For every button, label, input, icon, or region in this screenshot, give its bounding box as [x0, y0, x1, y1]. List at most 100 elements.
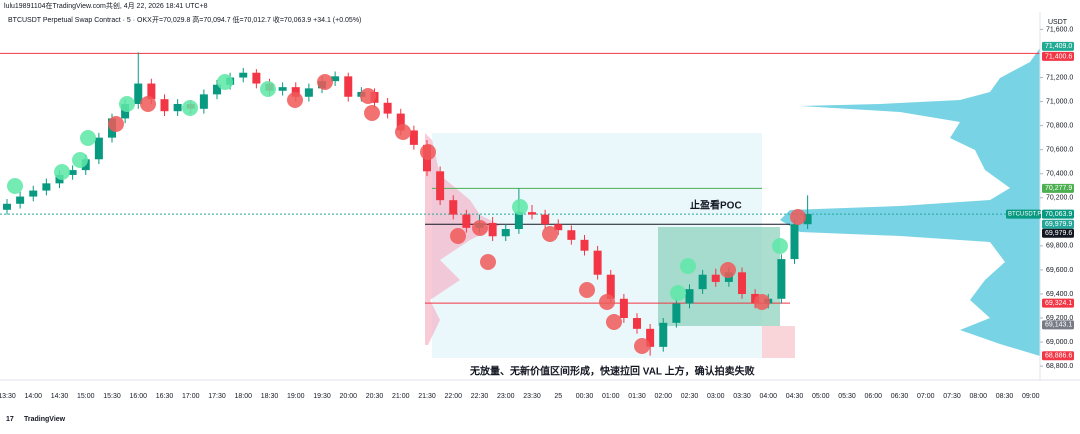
- x-tick-label: 15:00: [77, 393, 95, 400]
- price-badge-label: 70,277.9: [1045, 185, 1072, 192]
- candle-body: [567, 230, 576, 240]
- annotation: 无放量、无新价值区间形成，快速拉回 VAL 上方，确认拍卖失败: [469, 365, 755, 378]
- x-tick-label: 06:00: [864, 393, 882, 400]
- symbol-badge-label: BTCUSDT.P: [1008, 212, 1041, 218]
- x-tick-label: 05:30: [838, 393, 856, 400]
- price-badge: [1042, 209, 1074, 219]
- candle-body: [16, 196, 25, 204]
- y-tick-label: 69,400.0: [1046, 291, 1073, 298]
- candle-body: [42, 183, 51, 191]
- x-tick-label: 08:00: [969, 393, 987, 400]
- price-badge-label: 70,063.9: [1045, 211, 1072, 218]
- candle-body: [711, 274, 720, 282]
- sell-signal: [364, 105, 380, 121]
- candle-body: [68, 170, 77, 175]
- x-tick-label: 01:30: [628, 393, 646, 400]
- price-badge-label: 69,143.1: [1045, 322, 1072, 329]
- price-badge-label: 69,324.1: [1045, 300, 1072, 307]
- buy-signal: [72, 152, 88, 168]
- x-tick-label: 19:30: [313, 393, 331, 400]
- price-badge: [1042, 41, 1074, 51]
- x-tick-label: 25: [554, 393, 562, 400]
- price-badge: [1042, 219, 1074, 229]
- x-tick-label: 00:30: [576, 393, 594, 400]
- x-tick-label: 14:00: [24, 393, 42, 400]
- buy-signal: [182, 100, 198, 116]
- candle-body: [199, 94, 208, 109]
- y-tick-label: 70,600.0: [1046, 147, 1073, 154]
- sell-signal: [395, 124, 411, 140]
- candle-body: [173, 103, 182, 112]
- x-tick-label: 04:00: [759, 393, 777, 400]
- candle-body: [593, 250, 602, 275]
- x-tick-label: 18:00: [234, 393, 252, 400]
- y-tick-label: 71,000.0: [1046, 98, 1073, 105]
- x-tick-label: 21:30: [418, 393, 436, 400]
- ohlc-header: 开=70,029.8 高=70,094.7 低=70,012.7 收=70,06…: [152, 15, 361, 24]
- candle-body: [554, 224, 563, 231]
- x-tick-label: 23:30: [523, 393, 541, 400]
- y-tick-label: 68,800.0: [1046, 363, 1073, 370]
- candle-body: [383, 102, 392, 114]
- price-badge: [1042, 298, 1074, 308]
- candle-body: [698, 274, 707, 290]
- x-tick-label: 22:00: [444, 393, 462, 400]
- x-tick-label: 06:30: [891, 393, 909, 400]
- candle-body: [396, 113, 405, 131]
- y-tick-label: 70,800.0: [1046, 122, 1073, 129]
- loss-box: [762, 326, 795, 358]
- candle-body: [436, 171, 445, 201]
- x-tick-label: 20:30: [366, 393, 384, 400]
- candle-body: [777, 259, 786, 299]
- candle-body: [239, 72, 248, 78]
- candle-body: [462, 214, 471, 228]
- y-tick-label: 69,600.0: [1046, 267, 1073, 274]
- x-tick-label: 16:30: [156, 393, 174, 400]
- buy-signal: [680, 258, 696, 274]
- sell-signal: [317, 74, 333, 90]
- candle-body: [633, 318, 641, 329]
- y-tick-label: 70,200.0: [1046, 195, 1073, 202]
- boxes: [425, 48, 1040, 358]
- x-tick-label: 08:30: [996, 393, 1014, 400]
- symbol-title: BTCUSDT Perpetual Swap Contract · 5 · OK…: [8, 17, 152, 24]
- x-tick-label: 07:00: [917, 393, 935, 400]
- x-tick-label: 17:30: [208, 393, 226, 400]
- candle-body: [291, 87, 300, 97]
- sell-signal: [480, 254, 496, 270]
- candle-body: [331, 76, 340, 82]
- x-tick-label: 04:30: [786, 393, 804, 400]
- candle-body: [514, 212, 523, 230]
- candle-body: [3, 203, 11, 210]
- candle-body: [344, 76, 353, 97]
- candle-body: [278, 87, 287, 91]
- price-badge: [1042, 320, 1074, 330]
- sell-signal: [450, 228, 466, 244]
- sell-signal: [599, 294, 615, 310]
- price-badge-label: 69,979.6: [1045, 230, 1072, 237]
- x-tick-label: 19:00: [287, 393, 305, 400]
- candle-body: [409, 130, 418, 145]
- x-tick-label: 05:00: [812, 393, 830, 400]
- x-tick-label: 17:00: [182, 393, 200, 400]
- x-tick-label: 07:30: [943, 393, 961, 400]
- price-badge-label: 71,409.0: [1045, 43, 1072, 50]
- sell-signal: [140, 96, 156, 112]
- candle-body: [685, 289, 694, 304]
- sell-signal: [579, 282, 595, 298]
- candle-body: [94, 137, 103, 160]
- price-badge: [1042, 228, 1074, 238]
- buy-signal: [670, 285, 686, 301]
- candle-body: [134, 83, 143, 104]
- volume-profile: [780, 48, 1040, 356]
- y-tick-label: 71,600.0: [1046, 26, 1073, 33]
- candle-body: [449, 200, 458, 215]
- x-tick-label: 22:30: [471, 393, 489, 400]
- candle-body: [501, 229, 510, 237]
- price-badge: [1042, 51, 1074, 61]
- sell-signal: [634, 338, 650, 354]
- brand-logo: 17: [6, 416, 14, 423]
- sell-signal: [108, 116, 124, 132]
- signal-markers: [7, 74, 806, 354]
- sell-signal: [472, 220, 488, 236]
